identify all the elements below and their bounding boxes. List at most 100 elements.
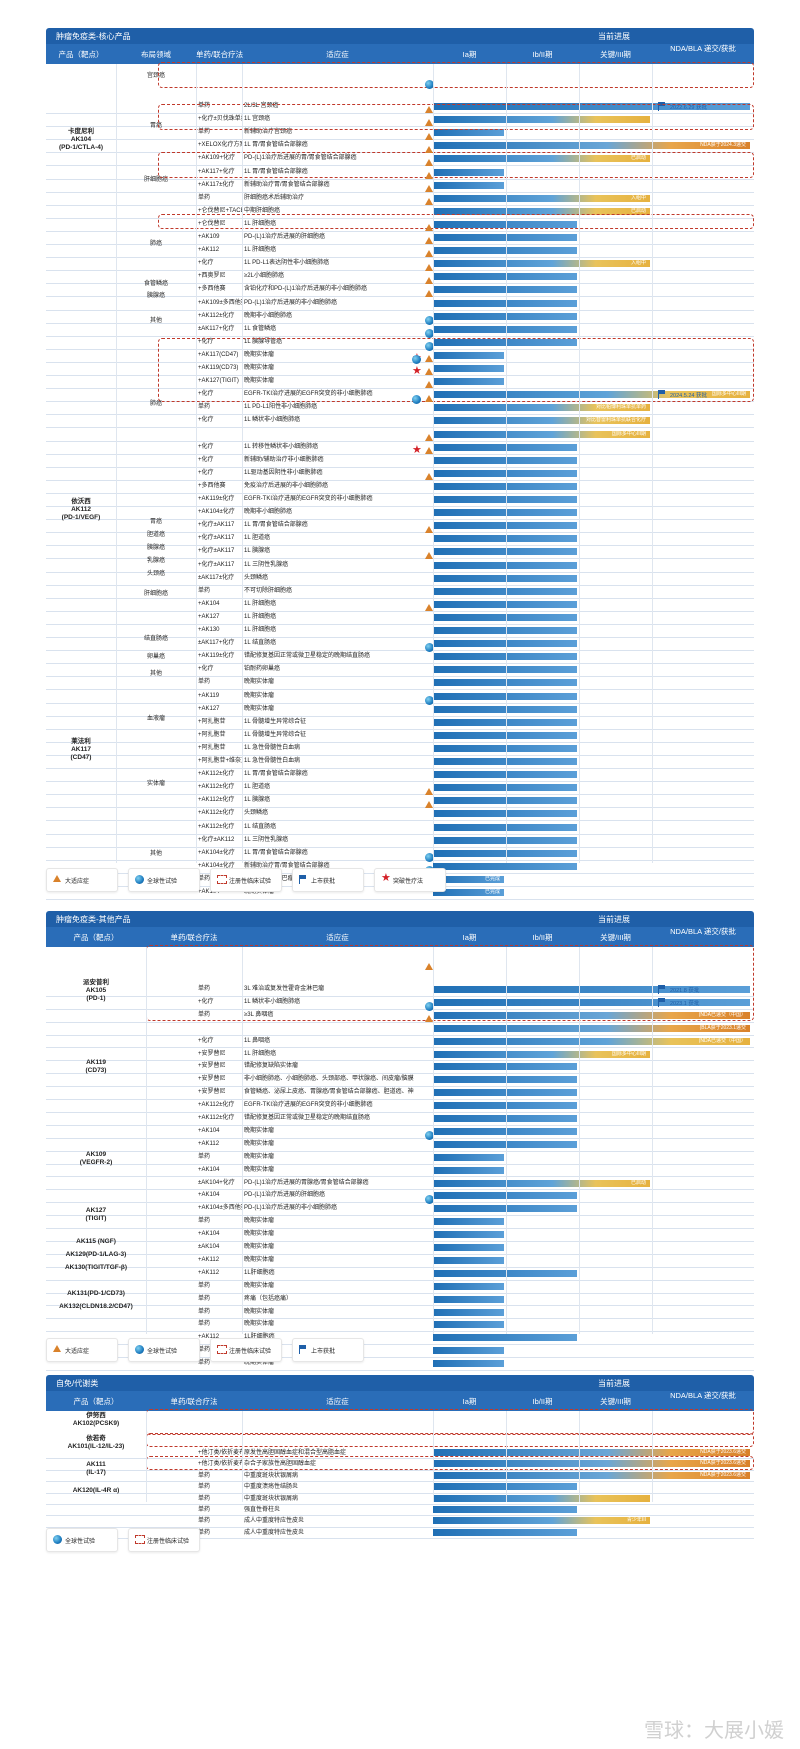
section1-progress-bar: [433, 613, 577, 621]
section2-row: 单药 晚期实体瘤: [46, 1280, 754, 1294]
section2-therapy: +AK112: [198, 1334, 220, 1341]
section1-therapy: +化疗: [198, 391, 214, 398]
large-indication-icon: [425, 158, 433, 166]
section1-indication: 1L 三阴性乳腺癌: [244, 836, 289, 843]
section2-therapy: +AK104: [198, 1166, 220, 1173]
section3-indication: 成人中重度特应性皮炎: [244, 1529, 305, 1536]
section3-header-p3: 关键/III期: [600, 1397, 631, 1406]
section2-progress-bar: 已启动: [433, 1179, 650, 1187]
section1-row: +化疗±AK117 1L 胰腺癌: [46, 545, 754, 560]
section1-therapy: +AK117(CD47): [198, 351, 239, 358]
section2-therapy: 单药: [198, 1308, 211, 1315]
section1-indication: PD-(L)1治疗后进展的胃/胃食管结合部腺癌: [244, 155, 357, 162]
section2-product-name: AK129(PD-1/LAG-3): [65, 1251, 127, 1258]
section1-indication: 1L 鳞状非小细胞肺癌: [244, 417, 301, 424]
section1-therapy: +阿扎胞苷: [198, 731, 226, 738]
section1-progress-bar: [433, 640, 577, 648]
section1-progress-bar: [433, 797, 577, 805]
section1-therapy: 单药: [198, 103, 211, 109]
section3-progress-title: 当前进展: [598, 1379, 630, 1388]
section1-therapy: +化疗±AK117: [198, 548, 235, 555]
section1-row: +AK119±化疗 EGFR-TKI治疗进展的EGFR突变的非小细胞肺癌: [46, 493, 754, 508]
section1-therapy: +阿扎胞苷: [198, 744, 226, 751]
section1-area-label: 乳腺癌: [146, 558, 165, 564]
section2-indication: PD-(L)1治疗后进展的胃腺癌/胃食管结合部腺癌: [244, 1179, 369, 1186]
section2-row: 单药 3L 难治或复发性霍奇金淋巴瘤 2021.8 获批: [46, 983, 754, 997]
section1-area-label: 肝细胞癌: [143, 591, 168, 597]
section1-row: +多西他赛 免疫治疗后进展的非小细胞肺癌: [46, 480, 754, 494]
section2-progress-bar: 国际多中心III期: [433, 1050, 650, 1058]
large-indication-icon: [53, 1345, 61, 1352]
section2-row: 单药 晚期实体瘤: [46, 1318, 754, 1333]
section2-row: (BLA获于2023.1递交: [46, 1022, 754, 1036]
section1-therapy: +AK109+化疗: [198, 155, 236, 162]
section1-progress-bar: 已启动: [433, 207, 650, 215]
large-indication-icon: [425, 962, 433, 970]
section1-header-product: 产品（靶点）: [58, 50, 104, 59]
section1-row: 单药 肝细胞癌术后辅助治疗 入组中: [46, 192, 754, 206]
section1-therapy: +AK112±化疗: [198, 784, 235, 791]
section1-indication: 含铂化疗和PD-(L)1治疗后进展的非小细胞肺癌: [244, 286, 368, 293]
section2-progress-bar: [433, 1192, 577, 1200]
registration-trial-box: [158, 338, 754, 402]
section3-title: 自免/代谢类: [56, 1379, 99, 1388]
global-trial-icon: [425, 643, 434, 653]
section1-progress-bar: [433, 234, 577, 241]
registration-trial-box: [146, 1409, 754, 1435]
section2-row: +AK104±多西他赛 PD-(L)1治疗后进展的非小细胞肺癌: [46, 1202, 754, 1217]
section2-product-name: 派安普利 AK105 (PD-1): [83, 979, 109, 1002]
registration-trial-box: [158, 214, 754, 229]
section1-header-nda: NDA/BLA 递交/获批: [670, 44, 736, 53]
section2-therapy: 单药: [198, 1347, 211, 1354]
section2-row: +AK104 晚期实体瘤: [46, 1125, 754, 1139]
section1-header-p3: 关键/III期: [600, 50, 631, 59]
legend1-label: 大适应症: [65, 879, 90, 885]
section1-indication: 1L 肝细胞癌: [244, 600, 277, 607]
large-indication-icon: [425, 263, 433, 271]
section3-title-bar: 自免/代谢类 当前进展: [46, 1375, 754, 1391]
section1-row: +多西他赛 含铂化疗和PD-(L)1治疗后进展的非小细胞肺癌: [46, 283, 754, 298]
column-divider: [652, 64, 653, 864]
section2-row: +安罗替尼 非小细胞肺癌、小细胞肺癌、头颈部癌、甲状腺癌、间皮瘤/脑膜瘤: [46, 1073, 754, 1088]
legend1-label: 上市获批: [311, 879, 336, 885]
section2-indication: PD-(L)1治疗后进展的肝细胞癌: [244, 1192, 326, 1199]
section1-therapy: +AK119(CD73): [198, 365, 239, 371]
section1-progress-bar: [433, 862, 577, 870]
section1-indication: 头颈鳞癌: [244, 574, 269, 581]
section1-indication: 1L 肝细胞癌: [244, 247, 277, 254]
global-trial-icon: [135, 875, 144, 884]
section1-row: +AK112±化疗 1L 胃/胃食管结合部腺癌: [46, 768, 754, 783]
section1-progress-bar: [433, 561, 577, 569]
section1-indication: 1L 肝细胞癌: [244, 627, 277, 633]
section2-indication: PD-(L)1治疗后进展的非小细胞肺癌: [244, 1205, 338, 1212]
large-indication-icon: [425, 525, 433, 533]
section1-row: +AK109+化疗 PD-(L)1治疗后进展的胃/胃食管结合部腺癌 已启动: [46, 152, 754, 167]
large-indication-icon: [425, 250, 433, 258]
legend1-label: 突破性疗法: [393, 879, 424, 885]
section2-product-name: AK119 (CD73): [85, 1059, 107, 1074]
breakthrough-star-icon: ★: [412, 365, 422, 378]
section1-section: 肿瘤免疫类-核心产品 当前进展 产品（靶点） 布局领域 单药/联合疗法 适应症 Ia期 Ib/…: [46, 28, 754, 901]
section1-progress-bar: [433, 129, 504, 137]
global-trial-icon: [425, 342, 434, 352]
section1-progress-bar: [433, 758, 577, 765]
large-indication-icon: [53, 875, 61, 882]
section1-progress-bar: [433, 574, 577, 582]
large-indication-icon: [425, 446, 433, 454]
section1-therapy: 单药: [198, 587, 211, 594]
section1-bar-label: 入组中: [630, 194, 646, 201]
section3-product-name: AK111 (IL-17): [86, 1461, 106, 1476]
section1-therapy: +AK112: [198, 247, 220, 254]
section1-progress-bar: 对比帕博利珠单抗单药: [433, 404, 650, 412]
section2-progress-bar: [433, 1308, 504, 1316]
registration-trial-box: [158, 152, 754, 178]
section1-progress-bar: [433, 600, 577, 608]
section1-therapy: +AK119±化疗: [198, 653, 235, 660]
section1-row: +化疗 1L 转移性鳞状非小细胞肺癌: [46, 441, 754, 455]
section2-indication: 晚期实体瘤: [244, 1321, 275, 1328]
section1-row: +AK112 1L 肝细胞癌: [46, 244, 754, 259]
section1-indication: 1L 结直肠癌: [244, 640, 277, 647]
section1-therapy: +化疗: [198, 443, 214, 450]
section1-indication: 晚期实体瘤: [244, 705, 275, 712]
section1-therapy: +西奥罗尼: [198, 273, 226, 280]
